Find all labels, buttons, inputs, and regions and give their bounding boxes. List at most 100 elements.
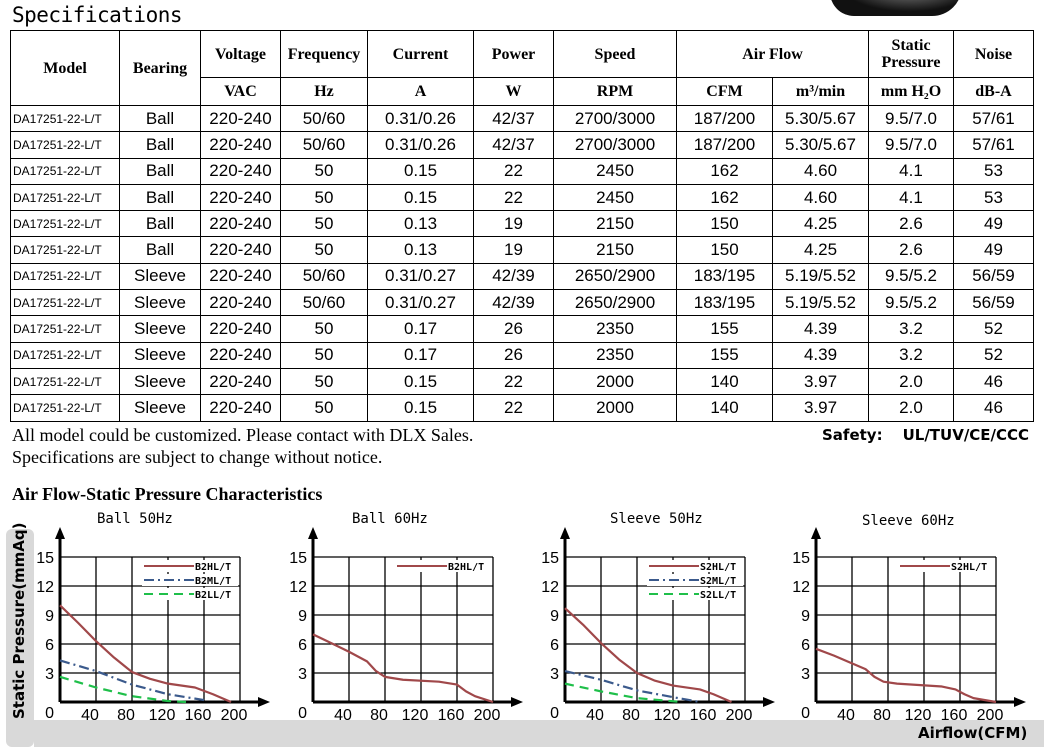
unit-header: mm H₂O [868,77,954,106]
table-cell: 4.25 [772,236,869,264]
table-cell: 2150 [553,236,677,264]
legend-label: S2HL/T [951,562,987,573]
x-tick-label: 200 [474,707,501,724]
table-cell: 0.15 [367,183,474,212]
table-cell: 50/60 [280,131,368,159]
series-line-s2ml-t [564,669,701,704]
table-cell: DA17251-22-L/T [10,289,120,317]
series-line-s2ll-t [564,682,683,704]
table-cell: 4.39 [772,341,869,369]
unit-header: CFM [676,77,773,106]
unit-header: Hz [280,77,368,106]
x-tick-label: 40 [334,707,352,724]
y-tick-label: 15 [792,550,810,567]
table-cell: 5.30/5.67 [772,104,869,133]
header-power: Power [473,30,554,78]
x-tick-label: 200 [977,707,1004,724]
table-cell: 22 [473,394,554,422]
table-cell: 2.6 [868,236,954,264]
legend-label: B2LL/T [195,590,231,601]
safety-certifications: Safety: UL/TUV/CE/CCC [822,426,1029,444]
table-cell: 3.97 [772,394,869,422]
table-cell: 4.1 [868,157,954,185]
series-line-b2ml-t [59,659,205,702]
fan-product-image [830,0,962,16]
page-title: Specifications [12,3,183,27]
unit-row: VAC Hz A W RPM CFM m³/min mm H₂O dB-A [11,77,1034,106]
series-line-s2hl-t [564,607,732,704]
change-notice: Specifications are subject to change wit… [12,447,383,467]
chart-2: 3 6 9 12 15 40 80 120 160 200 0 S2HL/T S2ML/T S2LL/T [541,527,775,724]
y-tick-label: 12 [36,579,54,596]
y-tick-label: 6 [45,637,54,654]
table-cell: 2150 [553,210,677,238]
table-cell: 140 [676,367,773,396]
unit-header: m³/min [772,77,869,106]
table-cell: 2000 [553,367,677,396]
x-axis-label: Airflow(CFM) [918,724,1028,742]
legend-label: B2ML/T [195,576,231,587]
y-tick-label: 15 [289,550,307,567]
table-cell: 50 [280,236,368,264]
header-current: Current [367,30,474,78]
legend-label: S2HL/T [700,562,736,573]
y-tick-label: 15 [541,550,559,567]
y-tick-label: 9 [801,608,810,625]
table-cell: 150 [676,210,773,238]
table-cell: DA17251-22-L/T [10,236,120,264]
y-tick-label: 9 [550,608,559,625]
table-cell: 220-240 [200,289,281,317]
series-line-s2hl-t [815,647,997,704]
table-cell: 5.30/5.67 [772,131,869,159]
specifications-table: Model Bearing Voltage Frequency Current … [10,30,1034,422]
x-tick-label: 120 [905,707,932,724]
table-cell: 53 [953,157,1034,185]
table-cell: 2650/2900 [553,262,677,291]
table-cell: DA17251-22-L/T [10,183,120,212]
x-tick-label: 80 [117,707,135,724]
table-cell: 220-240 [200,394,281,422]
table-cell: 220-240 [200,262,281,291]
table-cell: 2450 [553,183,677,212]
y-tick-label: 6 [298,637,307,654]
y-tick-label: 3 [45,666,54,683]
table-row: DA17251-22-L/T Sleeve 220-240 50 0.15 22 2000 1… [10,394,1034,422]
table-cell: 220-240 [200,341,281,369]
table-cell: 22 [473,157,554,185]
table-cell: 22 [473,183,554,212]
table-cell: DA17251-22-L/T [10,262,120,291]
table-cell: 220-240 [200,210,281,238]
table-cell: DA17251-22-L/T [10,341,120,369]
customization-note: All model could be customized. Please co… [12,425,474,445]
x-tick-label: 160 [438,707,465,724]
table-cell: 4.39 [772,315,869,343]
table-cell: DA17251-22-L/T [10,157,120,185]
x-tick-label: 80 [873,707,891,724]
y-tick-label: 3 [550,666,559,683]
table-row: DA17251-22-L/T Sleeve 220-240 50/60 0.31/0.2… [10,289,1034,317]
table-cell: 0.31/0.27 [367,262,474,291]
origin-tick-label: 0 [45,705,54,722]
x-tick-label: 200 [726,707,753,724]
table-row: DA17251-22-L/T Ball 220-240 50 0.15 22 2450 162… [10,183,1034,212]
table-cell: 0.31/0.26 [367,131,474,159]
y-tick-label: 9 [45,608,54,625]
table-cell: Ball [119,210,201,238]
y-axis-arrow-icon [308,527,318,539]
x-tick-label: 80 [622,707,640,724]
table-cell: 150 [676,236,773,264]
table-cell: DA17251-22-L/T [10,367,120,396]
table-cell: 0.17 [367,315,474,343]
x-tick-label: 40 [837,707,855,724]
series-line-b2hl-t [59,604,232,704]
chart-title-sleeve-50hz: Sleeve 50Hz [610,511,703,527]
legend-label: B2HL/T [448,562,484,573]
table-cell: 2650/2900 [553,289,677,317]
table-cell: 3.2 [868,315,954,343]
y-tick-label: 6 [801,637,810,654]
unit-header: VAC [200,77,281,106]
table-cell: 22 [473,367,554,396]
table-cell: 2700/3000 [553,104,677,133]
table-cell: 42/39 [473,262,554,291]
table-row: DA17251-22-L/T Ball 220-240 50 0.13 19 2150 150… [10,236,1034,264]
